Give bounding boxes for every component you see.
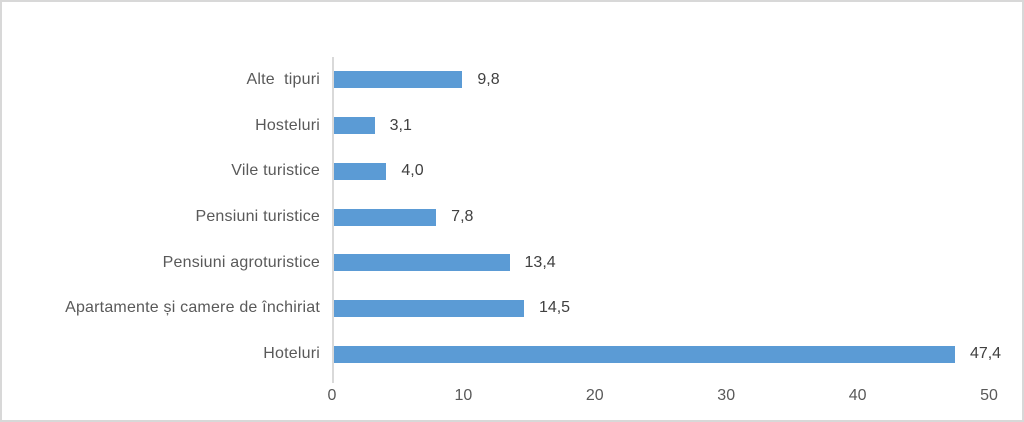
bar-row: 14,5 xyxy=(334,286,989,332)
category-label: Hosteluri xyxy=(255,116,320,134)
category-label: Alte tipuri xyxy=(246,70,320,88)
value-label: 9,8 xyxy=(477,70,500,88)
value-label: 3,1 xyxy=(389,116,412,134)
x-axis-ticks: 0 10 20 30 40 50 xyxy=(328,387,998,409)
category-label: Pensiuni turistice xyxy=(195,208,320,226)
x-tick-label: 30 xyxy=(717,387,736,404)
category-label: Apartamente și camere de închiriat xyxy=(65,299,320,317)
value-label: 14,5 xyxy=(538,299,571,317)
bar-row: 7,8 xyxy=(334,194,989,240)
x-tick-label: 20 xyxy=(585,387,604,404)
value-label: 4,0 xyxy=(401,162,424,180)
x-tick-label: 0 xyxy=(327,387,337,404)
bar-row: 13,4 xyxy=(334,240,989,286)
value-label: 13,4 xyxy=(524,253,556,271)
bar xyxy=(334,299,524,317)
category-label: Hoteluri xyxy=(263,345,320,363)
bar xyxy=(334,71,463,89)
value-label: 47,4 xyxy=(969,345,1002,363)
x-tick-label: 10 xyxy=(454,387,473,404)
axis-tick-stub xyxy=(332,377,334,383)
bar-row: 4,0 xyxy=(334,148,989,194)
bar xyxy=(334,254,510,272)
x-tick-label: 40 xyxy=(848,387,867,404)
x-tick-label: 50 xyxy=(980,387,998,404)
bar xyxy=(334,162,387,180)
bar xyxy=(334,208,437,226)
bar xyxy=(334,117,375,135)
bar-row: 3,1 xyxy=(334,103,989,149)
bar xyxy=(334,345,955,363)
bar-row: 9,8 xyxy=(334,57,989,103)
category-label: Pensiuni agroturistice xyxy=(162,253,320,271)
category-axis: Alte tipuri Hosteluri Vile turistice Pensiu… xyxy=(2,57,320,377)
category-label: Vile turistice xyxy=(231,162,320,180)
bar-row: 47,4 xyxy=(334,331,1001,377)
value-label: 7,8 xyxy=(451,208,474,226)
plot-area: 9,8 3,1 4,0 7,8 13,4 14,5 47,4 xyxy=(332,57,1001,383)
